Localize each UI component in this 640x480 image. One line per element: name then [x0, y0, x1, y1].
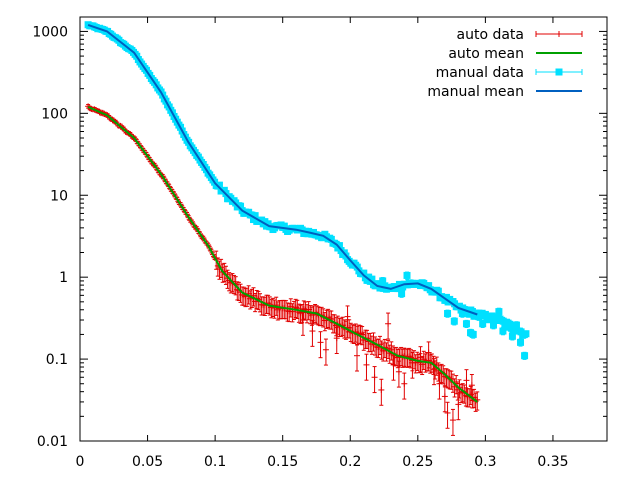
y-tick-label: 1000 [32, 24, 68, 40]
y-tick-label: 1 [59, 270, 68, 286]
data-point [403, 271, 411, 279]
data-point [512, 321, 520, 329]
x-tick-label: 0.25 [402, 454, 433, 470]
data-point [517, 338, 525, 346]
x-tick-label: 0.3 [474, 454, 496, 470]
x-tick-label: 0.05 [132, 454, 163, 470]
x-tick-label: 0.35 [537, 454, 568, 470]
data-point [484, 315, 492, 323]
data-point [469, 330, 477, 338]
data-point [251, 212, 259, 220]
data-point [215, 181, 223, 189]
data-point [522, 330, 530, 338]
x-tick-label: 0.2 [339, 454, 361, 470]
plot-frame [79, 16, 608, 442]
data-point [508, 332, 516, 340]
x-tick-label: 0 [76, 454, 85, 470]
data-point [481, 310, 489, 318]
legend-label: manual mean [427, 84, 524, 100]
data-point [499, 327, 507, 335]
legend-label: auto data [457, 27, 525, 43]
axes: 0 0.05 0.1 0.15 0.2 0.25 0.3 0.35 0.01 0.1 1 10 100 1… [32, 17, 607, 470]
plot-area [84, 21, 530, 436]
data-point [368, 275, 376, 283]
data-point [444, 310, 452, 318]
legend-label: auto mean [448, 46, 524, 62]
data-point [475, 313, 483, 321]
data-point [521, 352, 529, 360]
data-point [462, 320, 470, 328]
data-point [379, 277, 387, 285]
data-point [458, 310, 466, 318]
data-point [450, 317, 458, 325]
y-tick-label: 0.01 [37, 434, 68, 450]
series-manual-mean [87, 23, 478, 316]
data-point [360, 269, 368, 277]
y-tick-label: 10 [50, 188, 68, 204]
data-point [479, 320, 487, 328]
series-line [87, 105, 478, 403]
data-point [425, 282, 433, 290]
data-point [398, 290, 406, 298]
x-tick-label: 0.15 [267, 454, 298, 470]
y-tick-label: 0.1 [46, 352, 68, 368]
data-point [503, 322, 511, 330]
legend: auto data auto mean manual data manual mean [427, 27, 583, 100]
data-point [495, 308, 503, 316]
legend-label: manual data [436, 65, 524, 81]
data-point [327, 235, 335, 243]
series-auto-mean [87, 105, 478, 403]
data-point [555, 68, 563, 76]
data-point [237, 202, 245, 210]
y-tick-label: 100 [41, 106, 68, 122]
data-point [489, 321, 497, 329]
data-point [335, 242, 343, 250]
series-line [87, 23, 478, 316]
data-point [434, 287, 442, 295]
x-tick-label: 0.1 [204, 454, 226, 470]
